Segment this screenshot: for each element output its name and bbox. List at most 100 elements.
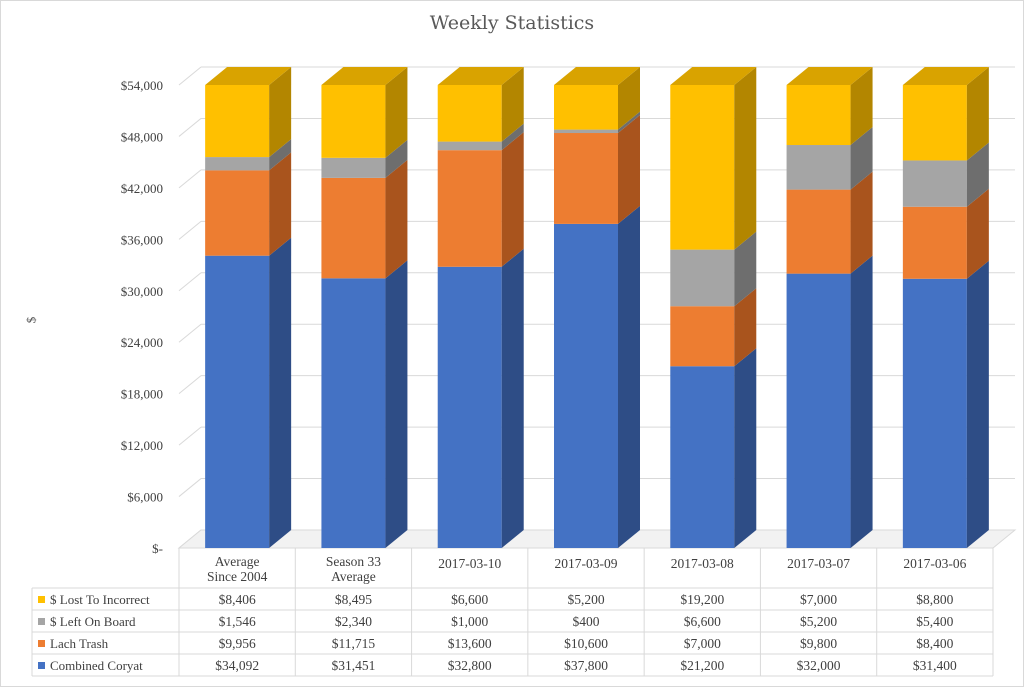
bar-segment-side: [269, 237, 292, 548]
bar-segment-side: [385, 66, 408, 158]
y-tick-label: $-: [152, 541, 163, 556]
bar-segment: [321, 157, 386, 178]
bar-segment-side: [850, 255, 873, 548]
bar-segment: [437, 85, 502, 142]
bar-segment: [670, 306, 735, 367]
data-label: $6,600: [451, 592, 488, 607]
data-label: $9,800: [800, 636, 837, 651]
data-label: $7,000: [684, 636, 721, 651]
bar-segment: [786, 273, 851, 548]
bar-segment-side: [618, 67, 640, 130]
data-label: $5,200: [567, 592, 604, 607]
bar-segment-side: [850, 171, 873, 274]
gridline-depth: [178, 426, 202, 446]
legend-key: [38, 596, 45, 603]
bar-segment: [205, 170, 270, 256]
bar-segment: [902, 85, 967, 161]
bar-segment-side: [734, 67, 757, 250]
bar-segment-side: [966, 142, 989, 207]
legend-key: [38, 640, 45, 647]
data-label: $8,800: [916, 592, 953, 607]
gridline-depth: [178, 375, 202, 395]
data-label: $8,400: [916, 636, 953, 651]
bar-top: [554, 67, 640, 85]
data-label: $1,000: [451, 614, 488, 629]
data-label: $31,400: [913, 658, 957, 673]
data-label: $1,546: [219, 614, 256, 629]
bar-segment-side: [501, 248, 524, 548]
data-label: $8,406: [219, 592, 256, 607]
bar-segment: [205, 157, 270, 171]
bar-segment-side: [734, 288, 757, 367]
legend-key: [38, 618, 45, 625]
data-label: $21,200: [680, 658, 724, 673]
gridline-depth: [178, 478, 202, 497]
data-label: $19,200: [680, 592, 724, 607]
bar-segment-side: [269, 67, 292, 158]
legend-entry: Combined Coryat: [50, 658, 143, 673]
bar-segment: [554, 129, 618, 134]
data-label: $5,400: [916, 614, 953, 629]
data-label: $10,600: [564, 636, 608, 651]
data-label: $37,800: [564, 658, 608, 673]
legend-entry: $ Left On Board: [50, 614, 136, 629]
category-label: 2017-03-08: [671, 556, 734, 571]
bar-top: [670, 67, 757, 85]
legend-key: [38, 662, 45, 669]
bar-segment: [670, 85, 735, 250]
bar-segment-side: [269, 152, 292, 256]
category-label: Season 33: [326, 554, 381, 569]
data-label: $7,000: [800, 592, 837, 607]
bar-segment: [205, 85, 270, 158]
bar-segment: [786, 145, 851, 190]
data-label: $32,000: [797, 658, 841, 673]
bar-segment: [554, 133, 618, 224]
gridline-depth: [178, 272, 202, 292]
data-label: $9,956: [219, 636, 256, 651]
gridline-depth: [178, 118, 202, 137]
category-label: Average: [331, 569, 376, 584]
bar-top: [321, 66, 408, 85]
bar-segment-side: [385, 159, 408, 279]
bar-segment: [670, 366, 735, 548]
y-tick-label: $48,000: [121, 129, 163, 144]
bar-segment: [554, 223, 618, 548]
legend-entry: $ Lost To Incorrect: [50, 592, 150, 607]
data-label: $8,495: [335, 592, 372, 607]
gridline-depth: [178, 220, 202, 240]
data-label: $400: [573, 614, 600, 629]
bar-segment: [786, 189, 851, 274]
bar-segment: [670, 249, 735, 307]
bar-top: [902, 67, 989, 85]
chart-title: Weekly Statistics: [429, 12, 595, 34]
bar-segment-side: [385, 139, 408, 178]
bar-segment-side: [501, 67, 524, 142]
bar-segment: [321, 278, 386, 548]
bar-segment-side: [385, 260, 408, 548]
bar-segment-side: [618, 205, 640, 548]
data-label: $34,092: [215, 658, 259, 673]
category-label: Since 2004: [207, 569, 268, 584]
bar-segment-side: [850, 67, 873, 146]
bar-segment: [786, 85, 851, 146]
category-label: 2017-03-06: [903, 556, 966, 571]
bar-top: [437, 67, 524, 85]
category-label: 2017-03-10: [438, 556, 501, 571]
bar-segment: [902, 278, 967, 548]
bar-segment-side: [269, 139, 292, 171]
bar-segment: [437, 141, 502, 151]
bar-segment: [205, 255, 270, 548]
bar-segment: [437, 266, 502, 548]
bar-segment-side: [501, 132, 524, 267]
bar-segment-side: [734, 348, 757, 548]
bar-top: [205, 67, 292, 85]
category-label: 2017-03-07: [787, 556, 850, 571]
data-label: $11,715: [332, 636, 376, 651]
bar-segment-side: [618, 111, 640, 134]
bar-segment-side: [966, 188, 989, 279]
y-tick-label: $42,000: [121, 181, 163, 196]
category-label: 2017-03-09: [555, 556, 618, 571]
bar-segment-side: [501, 123, 524, 151]
bar-segment: [902, 160, 967, 207]
data-label: $31,451: [331, 658, 375, 673]
